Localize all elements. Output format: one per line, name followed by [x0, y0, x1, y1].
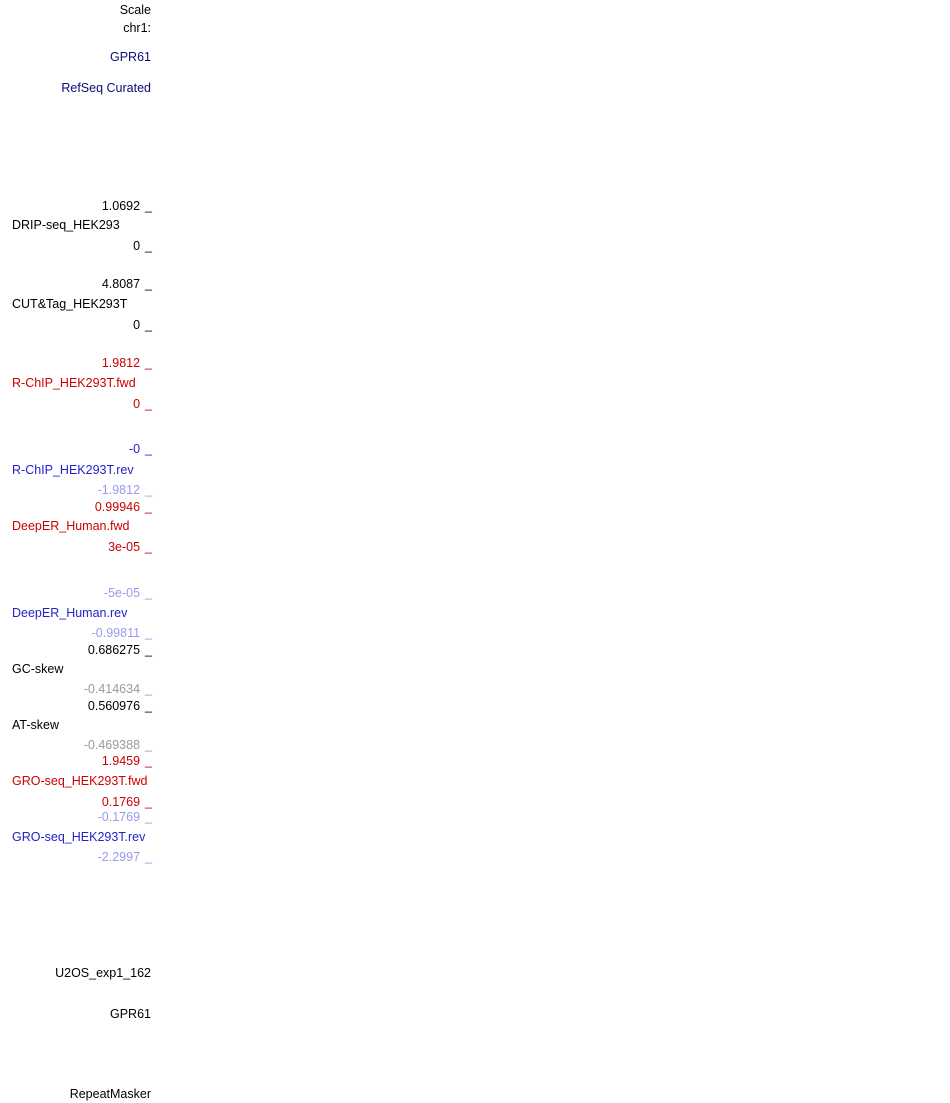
track-label-cut-and-tag-hek293t[interactable]: CUT&Tag_HEK293T: [12, 297, 128, 311]
wiggle-max-value-gc-skew: 0.686275 _: [88, 644, 152, 657]
axis-tick-icon: _: [145, 500, 152, 514]
wiggle-min-number: -1.9812: [97, 483, 141, 497]
wiggle-min-number: -0.99811: [91, 626, 141, 640]
gene-label-gpr61-bottom[interactable]: GPR61: [110, 1007, 151, 1021]
axis-tick-icon: _: [145, 699, 152, 713]
axis-tick-icon: _: [145, 643, 152, 657]
track-label-refseq-curated[interactable]: RefSeq Curated: [61, 81, 151, 95]
wiggle-min-number: -0.414634: [83, 682, 141, 696]
scale-label: Scale: [119, 3, 151, 17]
wiggle-max-value-deeper-human-rev: -5e-05 _: [104, 587, 152, 600]
axis-tick-icon: _: [145, 586, 152, 600]
track-label-r-chip-hek293t-fwd[interactable]: R-ChIP_HEK293T.fwd: [12, 376, 136, 390]
track-label-r-chip-hek293t-rev[interactable]: R-ChIP_HEK293T.rev: [12, 463, 134, 477]
axis-tick-icon: _: [145, 442, 152, 456]
track-label-gro-seq-hek293t-fwd[interactable]: GRO-seq_HEK293T.fwd: [12, 774, 148, 788]
axis-tick-icon: _: [145, 277, 152, 291]
wiggle-max-value-r-chip-hek293t-fwd: 1.9812 _: [102, 357, 152, 370]
wiggle-min-value-at-skew: -0.469388 _: [84, 739, 152, 752]
wiggle-min-value-deeper-human-fwd: 3e-05 _: [108, 541, 152, 554]
wiggle-min-value-r-chip-hek293t-fwd: 0 _: [133, 398, 152, 411]
wiggle-min-number: 0: [133, 397, 141, 411]
axis-tick-icon: _: [145, 199, 152, 213]
wiggle-min-value-deeper-human-rev: -0.99811 _: [92, 627, 152, 640]
wiggle-max-number: 1.9812: [101, 356, 141, 370]
wiggle-max-value-cut-and-tag-hek293t: 4.8087 _: [102, 278, 152, 291]
track-label-gro-seq-hek293t-rev[interactable]: GRO-seq_HEK293T.rev: [12, 830, 146, 844]
wiggle-max-value-gro-seq-hek293t-fwd: 1.9459 _: [102, 755, 152, 768]
axis-tick-icon: _: [145, 540, 152, 554]
wiggle-max-number: 0.560976: [87, 699, 141, 713]
axis-tick-icon: _: [145, 738, 152, 752]
track-label-repeatmasker[interactable]: RepeatMasker: [69, 1087, 151, 1101]
chromosome-label: chr1:: [123, 21, 151, 35]
axis-tick-icon: _: [145, 397, 152, 411]
wiggle-min-value-gro-seq-hek293t-fwd: 0.1769 _: [102, 796, 152, 809]
wiggle-min-number: 0.1769: [101, 795, 141, 809]
track-label-deeper-human-fwd[interactable]: DeepER_Human.fwd: [12, 519, 130, 533]
wiggle-max-number: 1.9459: [101, 754, 141, 768]
wiggle-max-value-deeper-human-fwd: 0.99946 _: [95, 501, 152, 514]
axis-tick-icon: _: [145, 318, 152, 332]
wiggle-min-number: -0.469388: [83, 738, 141, 752]
axis-tick-icon: _: [145, 754, 152, 768]
wiggle-min-number: 3e-05: [108, 540, 141, 554]
wiggle-min-value-gro-seq-hek293t-rev: -2.2997 _: [98, 851, 152, 864]
wiggle-max-number: 0.686275: [87, 643, 141, 657]
wiggle-max-value-r-chip-hek293t-rev: -0 _: [129, 443, 152, 456]
track-label-gc-skew[interactable]: GC-skew: [12, 662, 64, 676]
wiggle-min-number: 0: [133, 318, 141, 332]
wiggle-max-value-gro-seq-hek293t-rev: -0.1769 _: [98, 811, 152, 824]
gene-label-gpr61[interactable]: GPR61: [110, 50, 151, 64]
axis-tick-icon: _: [145, 356, 152, 370]
wiggle-max-number: 0.99946: [94, 500, 141, 514]
wiggle-min-number: -2.2997: [97, 850, 141, 864]
wiggle-max-number: 1.0692: [101, 199, 141, 213]
axis-tick-icon: _: [145, 810, 152, 824]
axis-tick-icon: _: [145, 483, 152, 497]
wiggle-max-number: -0.1769: [97, 810, 141, 824]
wiggle-max-number: 4.8087: [101, 277, 141, 291]
track-label-u2os-exp1-162[interactable]: U2OS_exp1_162: [55, 966, 151, 980]
track-label-drip-seq-hek293[interactable]: DRIP-seq_HEK293: [12, 218, 120, 232]
axis-tick-icon: _: [145, 682, 152, 696]
wiggle-min-value-drip-seq-hek293: 0 _: [133, 240, 152, 253]
wiggle-min-value-r-chip-hek293t-rev: -1.9812 _: [98, 484, 152, 497]
wiggle-max-value-drip-seq-hek293: 1.0692 _: [102, 200, 152, 213]
axis-tick-icon: _: [145, 626, 152, 640]
wiggle-max-value-at-skew: 0.560976 _: [88, 700, 152, 713]
wiggle-min-number: 0: [133, 239, 141, 253]
axis-tick-icon: _: [145, 795, 152, 809]
wiggle-min-value-cut-and-tag-hek293t: 0 _: [133, 319, 152, 332]
track-label-at-skew[interactable]: AT-skew: [12, 718, 59, 732]
wiggle-min-value-gc-skew: -0.414634 _: [84, 683, 152, 696]
wiggle-max-number: -0: [128, 442, 141, 456]
track-label-deeper-human-rev[interactable]: DeepER_Human.rev: [12, 606, 128, 620]
wiggle-max-number: -5e-05: [103, 586, 141, 600]
axis-tick-icon: _: [145, 239, 152, 253]
axis-tick-icon: _: [145, 850, 152, 864]
